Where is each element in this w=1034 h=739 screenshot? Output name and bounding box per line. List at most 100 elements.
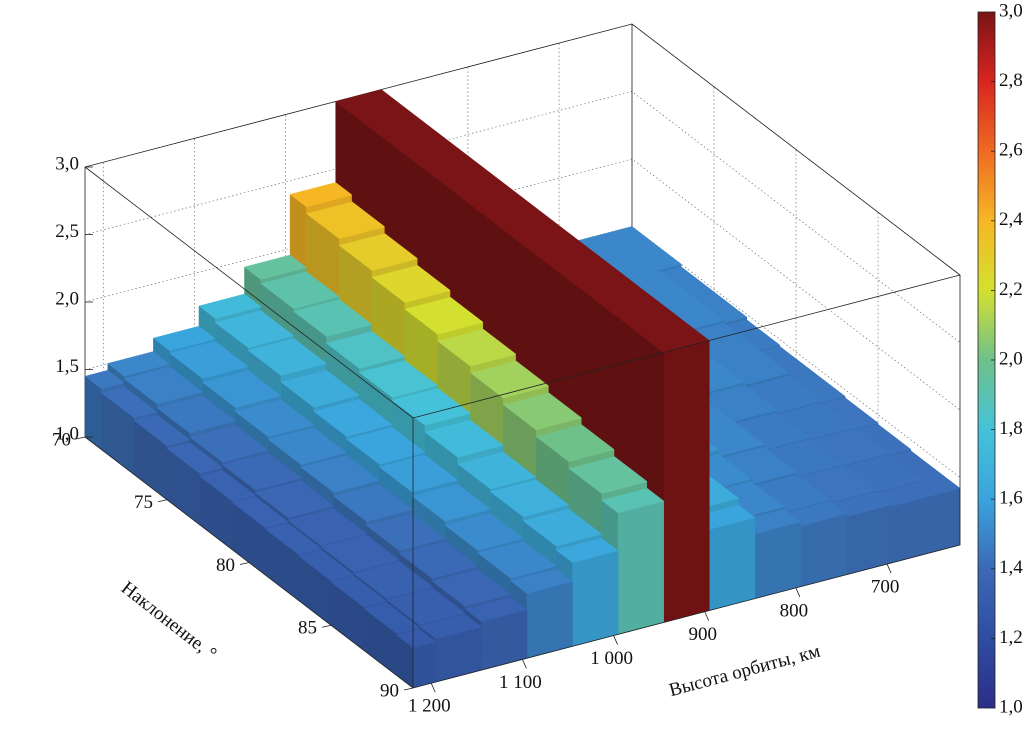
surface-top [522,508,603,547]
surface-top [156,395,236,434]
surface-top [214,310,295,348]
x-tick [522,659,527,669]
y-tick [75,436,86,440]
surface-top [232,496,289,529]
surface-top [431,569,512,607]
y-tick [157,499,168,503]
surface-top [464,596,528,622]
surface-top [535,424,616,462]
surface-top [444,513,524,551]
surface-top [300,455,380,493]
z-tick-label: 2,0 [55,288,79,309]
surface-top [169,341,249,379]
surface-top [510,568,574,594]
surface-top [424,419,504,458]
surface-top [378,454,459,493]
y-axis-label: Наклонение, ° [117,577,220,664]
surface-top [477,540,557,579]
z-tick-label: 2,5 [55,221,79,242]
x-tick [886,563,892,574]
x-tick-label: 900 [688,624,717,645]
surface-top [386,587,466,626]
surface-top [84,370,125,390]
surface-top [325,331,406,369]
surface-top [366,513,446,551]
surface-front [572,550,619,647]
x-tick-label: 1 000 [590,648,633,669]
x-tick-label: 800 [780,600,809,621]
surface-top [247,338,328,376]
surface-front [709,517,756,611]
colorbar-tick-label: 1,6 [999,488,1023,509]
y-tick-label: 85 [298,618,317,639]
y-tick-label: 75 [134,492,153,513]
surface-front [663,340,710,623]
surface-top [320,534,400,573]
surface-top [404,297,484,335]
surface-top [234,399,315,438]
y-tick-label: 80 [216,555,235,576]
surface-top [502,392,583,431]
colorbar-tick-label: 2,4 [999,209,1023,230]
surface-front [936,487,961,552]
surface-top [280,370,360,408]
surface-top [305,201,386,240]
surface-top [133,414,191,447]
surface-top [107,351,171,377]
surface-top [601,488,665,514]
surface-front [526,581,573,659]
surface-top [198,293,262,319]
y-tick [403,687,414,691]
colorbar-tick-label: 1,8 [999,418,1023,439]
surface-top [297,549,355,581]
surface-top [313,399,393,437]
surface-top [289,182,353,208]
y-tick [239,562,250,565]
x-tick-label: 1 200 [408,696,451,717]
surface-top [330,575,388,608]
z-tick-label: 1,5 [55,356,79,377]
colorbar-tick-label: 1,2 [999,627,1023,648]
surface-top [264,522,322,555]
surface-top [391,388,472,426]
z-tick-label: 1,0 [55,423,79,444]
axes-front: 1,0 1,5 2,0 2,5 3,0 70 75 80 85 90 1 200 1 100 1 000… [52,0,1023,717]
surface-front [617,500,664,635]
z-tick-label: 3,0 [55,153,79,174]
surface-top [338,233,419,271]
surface-top [243,254,308,280]
surface-top [260,271,340,309]
surface-front [754,521,801,599]
colorbar-tick-label: 1,0 [999,696,1023,717]
y-tick-label: 70 [52,429,71,450]
y-tick-label: 90 [380,680,399,701]
surface-top [267,427,348,465]
surface-top [437,328,517,367]
surface-top [100,386,158,419]
colorbar-tick-label: 2,6 [999,140,1023,161]
colorbar-tick-label: 2,0 [999,348,1023,369]
surface-top [418,614,482,640]
x-tick [704,611,710,621]
y-tick [321,624,332,628]
surface-top [333,484,413,522]
surface-front [800,513,847,588]
surface-top [202,370,282,408]
surface-top [457,451,537,490]
surface-top [568,456,648,494]
surface-top [358,360,439,398]
surface-top [189,424,269,463]
colorbar-tick-label: 3,0 [999,0,1023,21]
surface-top [254,480,335,519]
surface-top [469,360,550,399]
surface-top [287,508,368,546]
x-tick [613,635,618,645]
surface-top [489,479,570,518]
surface-top [555,537,619,563]
colorbar-tick-label: 1,4 [999,557,1023,578]
surface [84,89,961,689]
surface-top [371,265,452,303]
surface-top [152,325,216,351]
x-axis-label: Высота орбиты, км [667,641,823,702]
